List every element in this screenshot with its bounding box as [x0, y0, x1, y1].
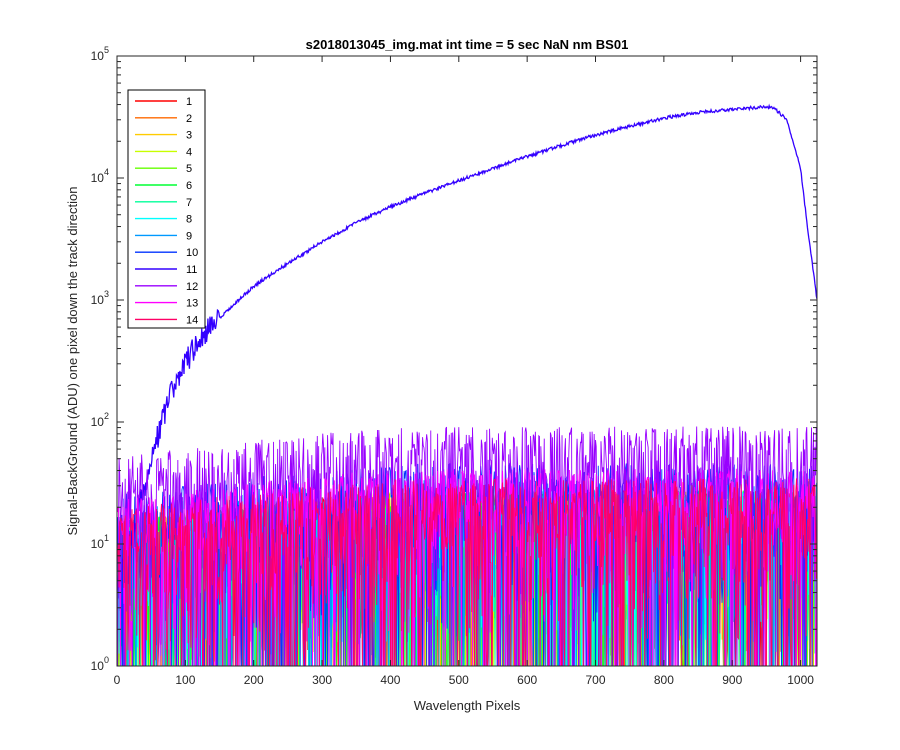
x-tick-label: 500 — [449, 673, 469, 687]
x-tick-label: 0 — [114, 673, 121, 687]
legend-label: 13 — [186, 298, 198, 310]
legend-label: 7 — [186, 197, 192, 209]
y-tick-label: 102 — [91, 411, 109, 429]
y-tick-label: 100 — [91, 655, 109, 673]
legend-label: 10 — [186, 247, 198, 259]
legend-label: 11 — [186, 264, 197, 276]
series-line-12 — [117, 426, 817, 666]
x-tick-label: 600 — [517, 673, 537, 687]
legend-label: 5 — [186, 163, 192, 175]
y-tick-label: 103 — [91, 289, 109, 307]
x-tick-label: 300 — [312, 673, 332, 687]
legend-label: 4 — [186, 146, 192, 158]
legend-label: 1 — [186, 96, 192, 108]
chart-title: s2018013045_img.mat int time = 5 sec NaN… — [306, 37, 629, 52]
y-tick-label: 104 — [91, 167, 109, 185]
y-axis-label: Signal-BackGround (ADU) one pixel down t… — [65, 186, 80, 535]
legend-label: 3 — [186, 130, 192, 142]
legend-box — [127, 89, 206, 329]
x-tick-label: 400 — [380, 673, 400, 687]
x-tick-label: 800 — [654, 673, 674, 687]
legend-label: 12 — [186, 281, 198, 293]
legend-label: 9 — [186, 230, 192, 242]
series-line-14 — [117, 478, 817, 666]
series-line-11 — [117, 103, 817, 591]
legend-label: 6 — [186, 180, 192, 192]
y-tick-label: 105 — [91, 45, 109, 63]
x-tick-label: 100 — [175, 673, 195, 687]
plot-frame — [116, 55, 818, 667]
y-tick-label: 101 — [91, 533, 109, 551]
legend-label: 14 — [186, 314, 198, 326]
x-tick-label: 200 — [244, 673, 264, 687]
x-tick-label: 900 — [722, 673, 742, 687]
legend-label: 2 — [186, 113, 192, 125]
series-layer — [117, 103, 817, 666]
x-tick-label: 700 — [586, 673, 606, 687]
x-tick-label: 1000 — [787, 673, 814, 687]
x-axis-ticks: 0 100 200 300 400 500 600 700 800 900 1000 — [114, 56, 814, 687]
x-axis-label: Wavelength Pixels — [414, 698, 521, 713]
legend-label: 8 — [186, 214, 192, 226]
